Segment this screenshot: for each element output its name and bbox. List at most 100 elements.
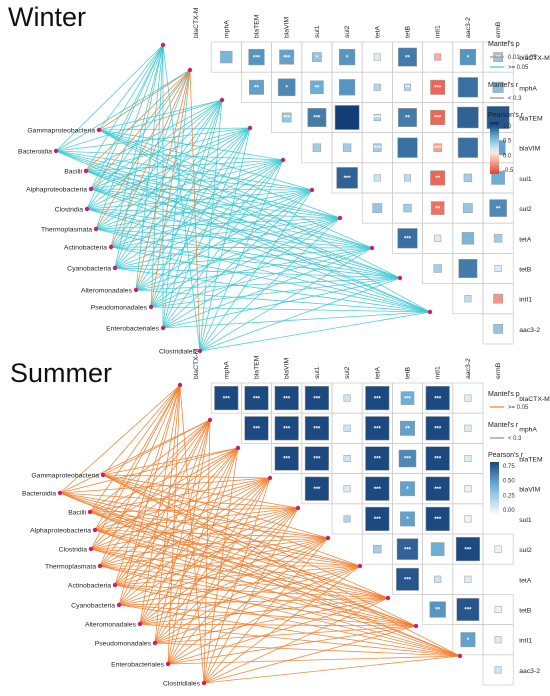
mantel-link [139,623,417,627]
mantel-link [94,529,329,539]
correlation-square [244,386,269,411]
gene-node [413,623,419,629]
significance-label: ** [315,86,320,92]
taxon-node [112,582,118,588]
taxon-label: Actinobacteria [64,245,107,252]
mantel-link [99,537,329,567]
significance-label: *** [404,396,412,402]
mantel-link [86,208,431,313]
significance-label: *** [313,427,321,433]
correlation-square [425,446,450,471]
column-label: aac3-2 [465,358,472,379]
significance-label: *** [434,116,442,122]
mantel-link [94,384,181,531]
correlation-square [434,234,442,242]
mantel-link [139,597,389,625]
mantel-link [89,419,211,513]
mantel-link [98,129,313,191]
correlation-square [489,199,507,217]
significance-label: *** [313,457,321,463]
correlation-square [434,53,442,61]
row-label: sul1 [519,176,532,183]
taxon-node [97,563,103,569]
mantel-link [90,548,417,627]
mantel-link [199,189,313,352]
significance-label: *** [374,487,382,493]
mantel-link [94,529,361,567]
row-label: tetA [519,577,532,584]
significance-label: ** [435,608,440,614]
mantel-link [203,655,461,684]
mantel-link [94,419,211,531]
column-label: tetB [405,366,412,379]
correlation-square [460,632,476,648]
correlation-square [433,264,442,273]
legend-title-mantel-p: Mantel's p [488,391,520,398]
legend-label: >= 0.05 [508,405,529,411]
correlation-square [464,515,472,523]
correlation-square [425,416,450,441]
significance-label: *** [374,116,382,122]
mantel-link [90,69,191,190]
taxon-label: Cyanobacteria [71,603,115,610]
significance-label: *** [374,396,382,402]
correlation-square [343,424,351,432]
mantel-link [89,384,181,513]
correlation-square [430,542,445,556]
mantel-link [154,447,239,644]
mantel-link [154,507,299,644]
legend: Mantel's p >= 0.05 Mantel's r < 0.3 Pearson'… [488,391,529,514]
legend-label: 0.01 - 0.05 [508,55,537,61]
mantel-link [99,384,181,567]
mantel-link [118,537,329,606]
gene-node [295,505,301,511]
mantel-link [199,247,373,352]
correlation-square [494,605,502,614]
mantel-link [59,477,271,494]
row-label: sul1 [519,517,532,524]
mantel-link [59,419,211,494]
legend-title-mantel-r: Mantel's r [488,82,519,89]
mantel-link [85,99,223,172]
significance-label: *** [313,487,321,493]
mantel-link [162,159,284,329]
gene-node [397,275,403,281]
mantel-link [89,511,389,599]
taxon-label: Enterobacteriales [106,326,159,333]
taxon-label: Bacteroidia [22,491,56,498]
panel-summer: Summer blaCTX-M mphA blaTEM blaVIM sul1 sul2 te… [10,348,550,687]
pearson-tick: 0.25 [503,493,515,499]
mantel-link [203,477,271,684]
panel-title: Summer [10,358,112,388]
correlation-square [400,481,415,497]
taxon-node [84,206,90,212]
correlation-square [464,575,472,583]
mantel-link [95,99,223,230]
correlation-square [425,506,450,531]
correlation-square [429,601,446,618]
mantel-link [114,507,299,586]
significance-label: *** [253,55,261,61]
correlation-square [304,476,329,501]
gene-node [207,417,213,423]
panel-winter: Winter blaCTX-M mphA blaTEM blaVIM sul1 sul2 te… [8,2,550,356]
legend-title-pearson: Pearson's r [488,112,524,119]
taxon-label: Alphaproteobacteria [26,187,87,194]
mantel-link [150,127,251,308]
significance-label: *** [253,396,261,402]
mantel-link [90,127,251,190]
taxon-label: Clostridiales [159,349,197,356]
correlation-square [343,515,351,523]
mantel-link [102,384,181,476]
legend-label: < 0.3 [508,96,522,102]
mantel-link [203,447,239,684]
mantel-link [98,129,341,219]
mantel-link [150,44,164,308]
pearson-colorbar [490,462,499,514]
gene-node [369,245,375,251]
significance-label: *** [404,457,412,463]
significance-label: ** [435,176,440,182]
mantel-link [150,217,341,308]
mantel-link [114,189,313,269]
mantel-link [199,99,223,352]
